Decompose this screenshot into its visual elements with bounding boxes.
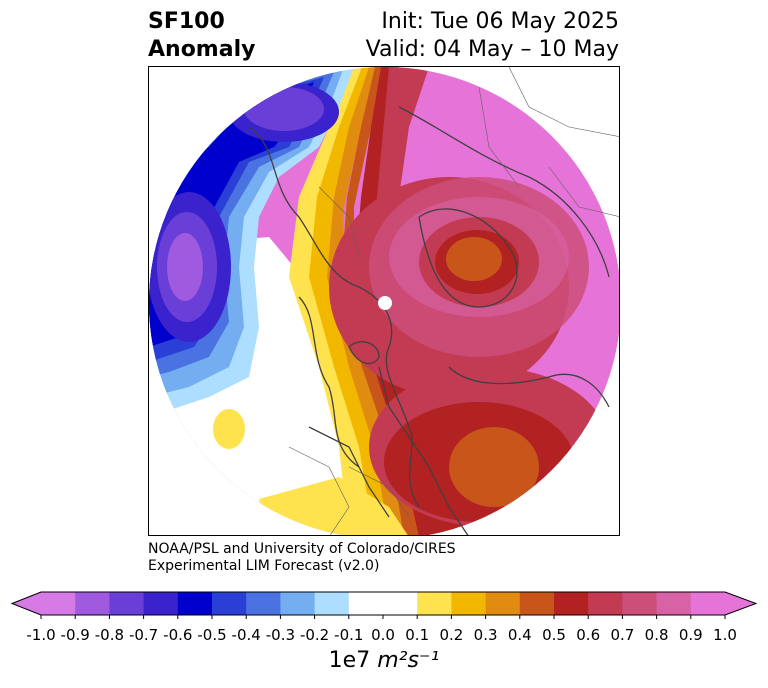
borders — [288, 67, 619, 535]
colorbar-tick-label: -0.8 — [94, 626, 125, 644]
colorbar-tick-label: 0.1 — [405, 626, 430, 644]
credit-line-2: Experimental LIM Forecast (v2.0) — [148, 558, 380, 574]
colorbar-tick-label: -0.1 — [334, 626, 364, 644]
map-frame — [148, 66, 620, 536]
colorbar-extend-low — [12, 592, 41, 615]
colorbar-segment — [314, 592, 350, 615]
colorbar — [10, 591, 758, 619]
colorbar-segment — [75, 592, 110, 615]
colorbar-tick-label: -0.6 — [163, 626, 193, 644]
colorbar-tick-label: -0.7 — [128, 626, 159, 644]
colorbar-extend-high — [725, 592, 756, 615]
colorbar-tick-label: 0.4 — [507, 626, 532, 644]
colorbar-segment — [554, 592, 589, 615]
colorbar-segment — [417, 592, 452, 615]
colorbar-segment — [41, 592, 76, 615]
units-math: m²s⁻¹ — [377, 648, 440, 673]
colorbar-segment — [690, 592, 726, 615]
colorbar-units: 1e7 m²s⁻¹ — [329, 646, 440, 676]
credit-line-1: NOAA/PSL and University of Colorado/CIRE… — [148, 541, 456, 557]
colorbar-tick-label: 0.0 — [371, 626, 395, 644]
colorbar-tick-label: 0.3 — [473, 626, 498, 644]
colorbar-tick-label: 0.5 — [542, 626, 566, 644]
colorbar-segment — [519, 592, 555, 615]
colorbar-tick-label: 0.6 — [576, 626, 601, 644]
colorbar-tick-label: -0.2 — [299, 626, 330, 644]
valid-range: Valid: 04 May – 10 May — [365, 37, 619, 62]
polar-map — [149, 67, 619, 535]
colorbar-segment — [588, 592, 623, 615]
colorbar-tick-label: -1.0 — [26, 626, 56, 644]
colorbar-tick-label: 0.2 — [439, 626, 464, 644]
colorbar-segment — [177, 592, 213, 615]
colorbar-segment — [280, 592, 316, 615]
colorbar-tick-label: 0.7 — [610, 626, 635, 644]
colorbar-tick-label: -0.3 — [265, 626, 296, 644]
init-date: Init: Tue 06 May 2025 — [381, 9, 619, 34]
colorbar-tick-label: -0.9 — [60, 626, 90, 644]
colorbar-segment — [212, 592, 247, 615]
colorbar-tick-label: -0.5 — [197, 626, 227, 644]
map-title: SF100 — [148, 9, 225, 34]
coastlines — [248, 106, 610, 535]
colorbar-tick-label: 0.9 — [678, 626, 703, 644]
colorbar-tick-label: 0.8 — [644, 626, 669, 644]
colorbar-segment — [246, 592, 281, 615]
map-subtitle: Anomaly — [148, 37, 256, 62]
colorbar-segment — [143, 592, 179, 615]
colorbar-segment — [451, 592, 487, 615]
colorbar-segment — [622, 592, 658, 615]
colorbar-tick-label: 1.0 — [713, 626, 737, 644]
colorbar-segment — [109, 592, 145, 615]
pole-marker — [378, 296, 392, 310]
colorbar-segment — [383, 592, 418, 615]
colorbar-segment — [656, 592, 692, 615]
colorbar-segment — [348, 592, 384, 615]
colorbar-segment — [485, 592, 521, 615]
colorbar-tick-label: -0.4 — [231, 626, 261, 644]
units-prefix: 1e7 — [328, 648, 378, 673]
